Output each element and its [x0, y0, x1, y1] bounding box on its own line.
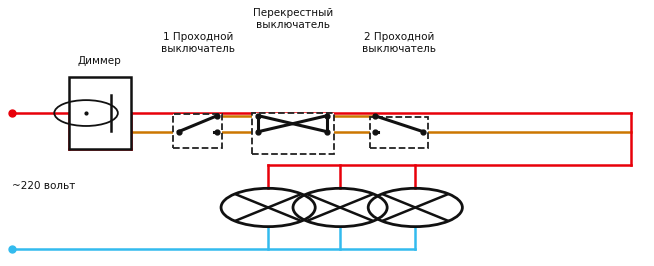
- Bar: [69, 77, 131, 149]
- Text: ~220 вольт: ~220 вольт: [12, 181, 75, 191]
- Text: 2 Проходной
выключатель: 2 Проходной выключатель: [362, 32, 436, 54]
- Text: Диммер: Диммер: [78, 56, 122, 66]
- Text: 1 Проходной
выключатель: 1 Проходной выключатель: [161, 32, 235, 54]
- Text: Перекрестный
выключатель: Перекрестный выключатель: [252, 8, 333, 30]
- Bar: [252, 113, 334, 154]
- Bar: [173, 114, 222, 148]
- Bar: [370, 117, 428, 148]
